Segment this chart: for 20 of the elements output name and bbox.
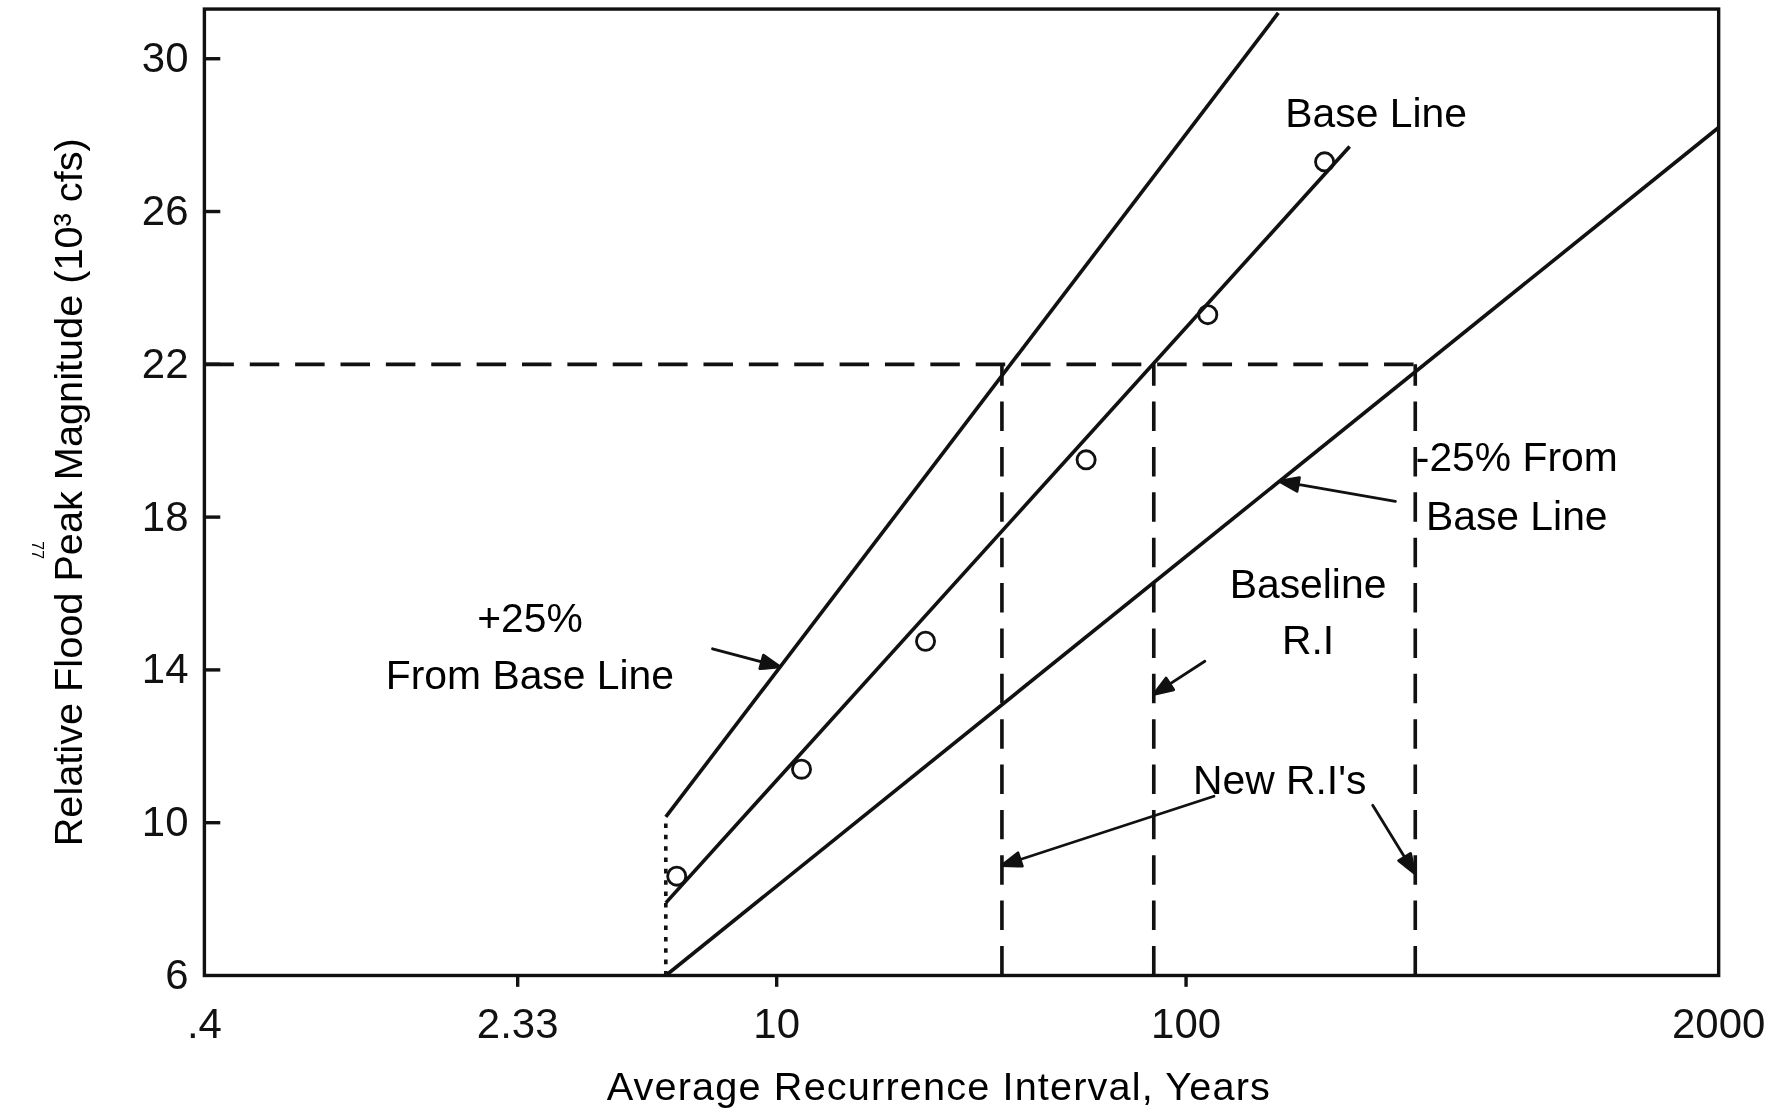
x-tick-label: 2000	[1671, 999, 1766, 1047]
annotation: Baseline R.I	[1229, 560, 1387, 664]
annotation: -25% From Base Line	[1415, 433, 1618, 539]
annotation: New R.I's	[1192, 757, 1367, 803]
x-tick-label: .4	[186, 999, 222, 1047]
y-tick-label: 26	[141, 186, 189, 234]
x-tick-label: 2.33	[476, 999, 559, 1047]
x-tick-label: 100	[1151, 999, 1222, 1047]
annotation: Base Line	[1285, 90, 1467, 137]
y-tick-label: 6	[165, 950, 189, 998]
y-tick-label: 14	[141, 645, 189, 693]
y-axis-title: Relative Flood Peak Magnitude (10³ cfs)	[45, 138, 90, 847]
y-tick-label: 22	[141, 339, 189, 387]
y-tick-label: 10	[141, 798, 189, 846]
y-tick-label: 18	[141, 492, 189, 540]
annotation: +25% From Base Line	[385, 594, 675, 698]
x-axis-title: Average Recurrence Interval, Years	[606, 1064, 1272, 1109]
text: 77	[28, 541, 46, 560]
x-tick-label: 10	[753, 999, 801, 1047]
y-tick-label: 30	[141, 34, 189, 82]
